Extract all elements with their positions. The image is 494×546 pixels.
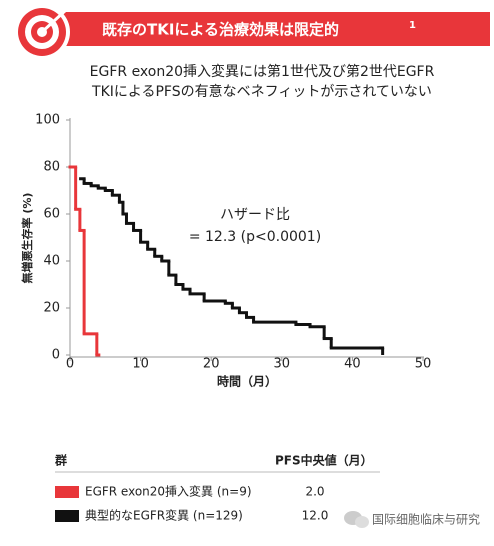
median-value: 2.0	[305, 485, 324, 499]
legend-swatch	[55, 510, 79, 522]
watermark-icon	[344, 511, 369, 528]
annotation: = 12.3 (p<0.0001)	[189, 229, 321, 245]
annotation: ハザード比	[220, 207, 290, 223]
x-axis-label: 時間（月）	[217, 374, 277, 389]
median-value: 12.0	[302, 509, 329, 523]
legend-label: 典型的なEGFR変異 (n=129)	[85, 508, 243, 523]
subtitle: EGFR exon20挿入変異には第1世代及び第2世代EGFR	[90, 63, 435, 80]
x-tick-label: 50	[415, 357, 432, 372]
x-tick-label: 30	[274, 357, 291, 372]
y-tick-label: 100	[35, 113, 60, 128]
title-banner	[40, 12, 490, 46]
y-tick-label: 60	[43, 207, 60, 222]
x-tick-label: 40	[344, 357, 361, 372]
title-superscript: 1	[409, 20, 416, 31]
x-tick-label: 20	[203, 357, 220, 372]
y-axis-label: 無増悪生存率 (%)	[20, 193, 34, 284]
title: 既存のTKIによる治療効果は限定的	[102, 21, 339, 39]
legend-swatch	[55, 486, 79, 498]
legend-header: 群	[54, 453, 67, 468]
x-tick-label: 0	[66, 357, 74, 372]
median-header: PFS中央値（月）	[275, 453, 373, 468]
y-tick-label: 80	[43, 160, 60, 175]
y-tick-label: 0	[52, 348, 60, 363]
y-tick-label: 20	[43, 301, 60, 316]
watermark: 国际细胞临床与研究	[372, 512, 480, 527]
legend-label: EGFR exon20挿入変異 (n=9)	[85, 484, 252, 499]
x-tick-label: 10	[132, 357, 149, 372]
target-icon	[14, 4, 70, 60]
subtitle: TKIによるPFSの有意なベネフィットが示されていない	[91, 83, 432, 100]
y-tick-label: 40	[43, 254, 60, 269]
